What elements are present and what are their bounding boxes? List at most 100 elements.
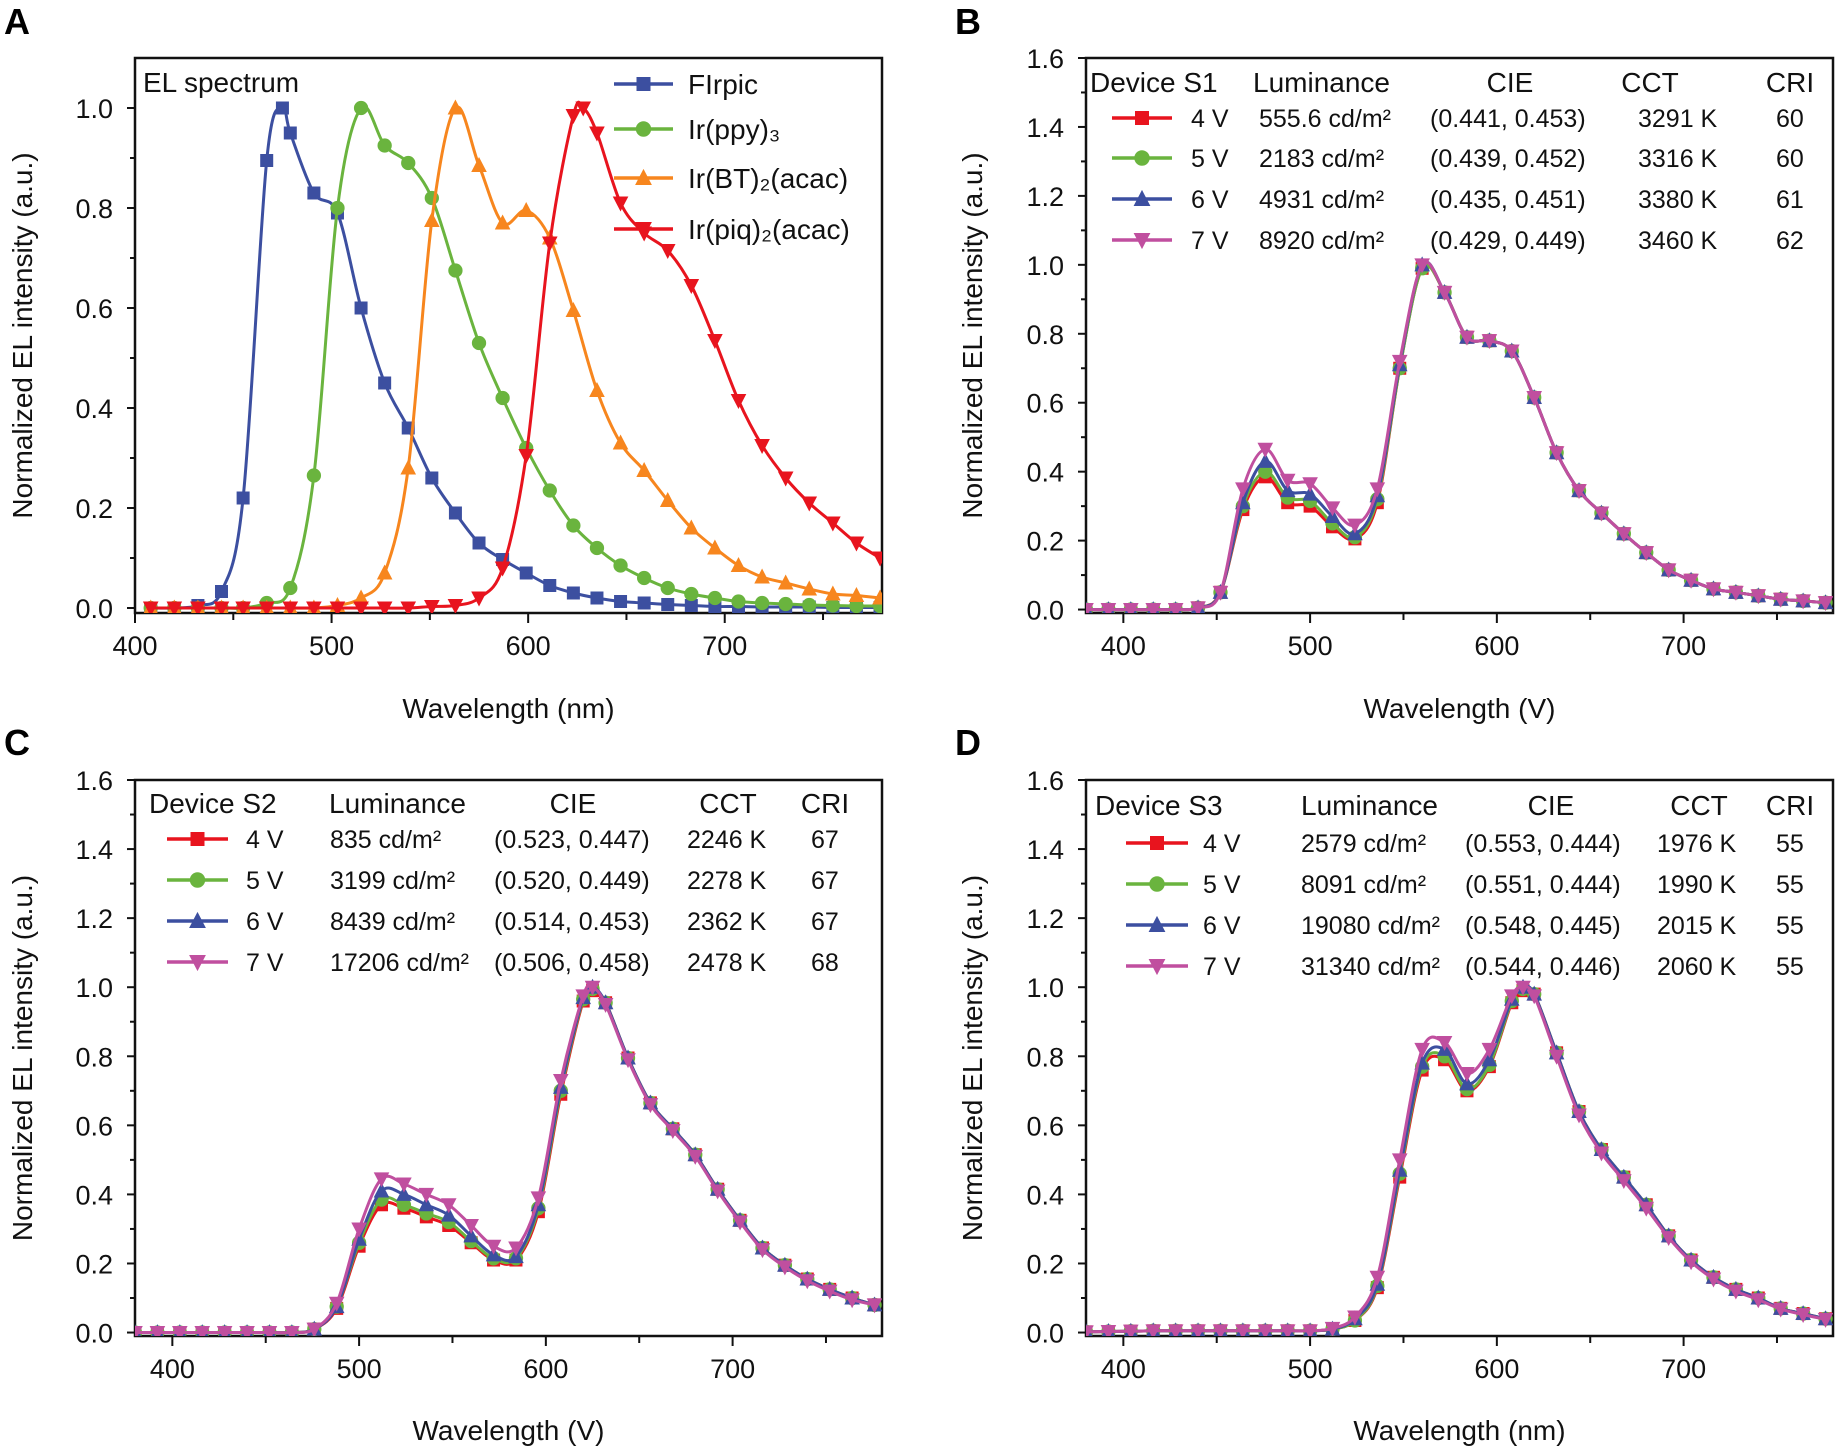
data-point — [612, 196, 629, 212]
data-point — [754, 439, 770, 454]
data-point — [1683, 1255, 1699, 1271]
data-point — [589, 540, 605, 556]
data-point — [1436, 285, 1453, 301]
data-point — [282, 601, 299, 613]
legend-luminance: 2579 cd/m² — [1301, 830, 1426, 858]
y-tick-label: 0.6 — [1026, 1111, 1064, 1141]
data-point — [614, 595, 628, 608]
data-point — [1369, 1270, 1386, 1286]
legend-row: 5 V 3199 cd/m² (0.520, 0.449) 2278 K 67 — [167, 867, 839, 895]
data-point — [1167, 1324, 1184, 1336]
legend-cie: (0.441, 0.453) — [1430, 105, 1586, 133]
series-line — [135, 983, 875, 1335]
series-group — [1086, 256, 1833, 613]
data-point — [612, 434, 629, 450]
data-point — [447, 599, 464, 613]
legend-header-cell: Device S3 — [1095, 790, 1223, 821]
data-point — [1705, 1272, 1722, 1288]
data-point — [620, 1053, 636, 1069]
legend-cri: 55 — [1776, 953, 1804, 981]
data-point — [1190, 1324, 1206, 1336]
y-tick-label: 1.2 — [1026, 904, 1064, 934]
plot-frame — [1084, 778, 1835, 1338]
data-point — [584, 980, 601, 996]
x-tick-label: 400 — [1101, 631, 1146, 661]
y-tick-label: 1.6 — [75, 766, 113, 796]
legend-cri: 67 — [811, 908, 839, 936]
data-point — [508, 1241, 524, 1257]
data-point — [1145, 1324, 1162, 1336]
legend-header-cell: CIE — [550, 788, 597, 819]
data-point — [377, 138, 392, 153]
legend-cie: (0.553, 0.444) — [1465, 830, 1621, 858]
data-point — [135, 1326, 143, 1336]
data-point — [754, 595, 770, 611]
legend-cri: 67 — [811, 826, 839, 854]
data-point — [1459, 330, 1475, 346]
legend-cct: 3316 K — [1638, 145, 1718, 173]
y-tick-label: 0.4 — [75, 394, 113, 424]
data-point — [799, 1274, 816, 1290]
legend-cct: 2278 K — [687, 867, 767, 895]
legend-luminance: 17206 cd/m² — [330, 949, 469, 977]
legend-luminance: 835 cd/m² — [330, 826, 441, 854]
data-point — [684, 586, 699, 602]
legend-cie: (0.548, 0.445) — [1465, 912, 1621, 940]
legend-header-cell: Device S1 — [1090, 67, 1218, 98]
data-point — [589, 382, 605, 397]
y-tick-label: 1.6 — [1026, 766, 1064, 796]
legend-marker — [190, 832, 205, 846]
legend-cie: (0.523, 0.447) — [494, 826, 650, 854]
legend-luminance: 3199 cd/m² — [330, 867, 455, 895]
legend-cri: 60 — [1776, 145, 1804, 173]
data-point — [351, 1222, 367, 1238]
legend-voltage: 6 V — [246, 908, 284, 936]
legend-marker — [189, 955, 206, 972]
y-tick-label: 1.2 — [75, 904, 113, 934]
legend-cie: (0.506, 0.458) — [494, 949, 650, 977]
y-tick-label: 0.6 — [75, 1111, 113, 1141]
data-point — [1616, 1174, 1632, 1190]
legend-cie: (0.551, 0.444) — [1465, 871, 1621, 899]
data-point — [1638, 1201, 1655, 1217]
data-point — [330, 200, 345, 216]
series-group — [135, 978, 882, 1336]
y-tick-label: 1.0 — [75, 94, 113, 124]
data-point — [1235, 482, 1251, 498]
data-point — [518, 202, 534, 217]
y-tick-label: 0.8 — [75, 1042, 113, 1072]
data-point — [1279, 1324, 1296, 1336]
legend-luminance: 31340 cd/m² — [1301, 953, 1440, 981]
legend-cie: (0.544, 0.446) — [1465, 953, 1621, 981]
data-point — [659, 492, 676, 507]
legend-header-cell: CRI — [801, 788, 849, 819]
data-point — [597, 997, 614, 1013]
legend-row: 4 V 555.6 cd/m² (0.441, 0.453) 3291 K 60 — [1112, 105, 1804, 133]
legend-voltage: 7 V — [1191, 227, 1229, 255]
series-line — [1086, 260, 1826, 612]
legend-luminance: 8091 cd/m² — [1301, 871, 1426, 899]
legend-cri: 61 — [1776, 186, 1804, 214]
data-point — [1347, 518, 1363, 534]
data-point — [872, 551, 882, 567]
y-tick-label: 0.2 — [1026, 527, 1064, 557]
data-point — [329, 601, 346, 613]
data-point — [440, 1206, 457, 1222]
series-group — [142, 99, 882, 613]
data-point — [519, 566, 533, 580]
legend-label: Ir(ppy)₃ — [688, 114, 780, 145]
data-point — [376, 601, 393, 613]
y-tick-label: 0.0 — [75, 1319, 113, 1349]
data-point — [1481, 1042, 1498, 1058]
y-tick-label: 0.2 — [75, 494, 113, 524]
y-axis-label: Normalized EL intensity (a.u.) — [957, 152, 988, 518]
legend-marker — [1150, 836, 1164, 850]
legend-header-cell: CIE — [1487, 67, 1534, 98]
x-tick-label: 700 — [1661, 631, 1706, 661]
legend-marker — [636, 77, 651, 91]
y-tick-label: 0.6 — [1026, 389, 1064, 419]
panel-c: 0.0 0.2 0.4 0.6 0.8 1.0 1.2 1.4 1.6 400 500 600 700 W… — [7, 766, 884, 1446]
data-point — [1347, 1310, 1363, 1326]
legend-cri: 55 — [1776, 830, 1804, 858]
series-line — [135, 984, 875, 1335]
